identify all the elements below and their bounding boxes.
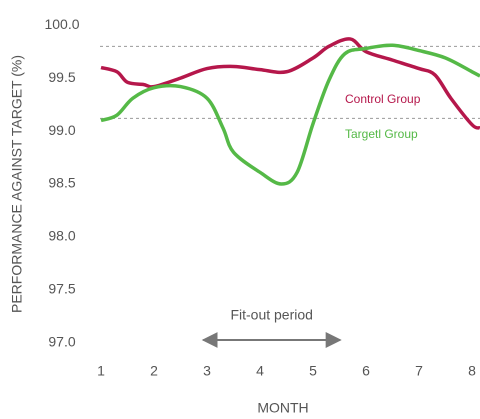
y-tick-label: 98.0 xyxy=(48,228,75,244)
x-tick-label: 6 xyxy=(362,363,370,379)
y-tick-label: 100.0 xyxy=(44,16,79,32)
y-axis-label: PERFORMANCE AGAINST TARGET (%) xyxy=(9,55,25,313)
x-tick-label: 2 xyxy=(150,363,158,379)
y-tick-label: 98.5 xyxy=(48,175,75,191)
series-line xyxy=(100,37,480,130)
x-tick-label: 5 xyxy=(309,363,317,379)
legend-label: Targetl Group xyxy=(345,127,418,141)
x-tick-label: 4 xyxy=(256,363,264,379)
x-tick-label: 7 xyxy=(415,363,423,379)
y-tick-label: 99.0 xyxy=(48,122,75,138)
y-tick-label: 99.5 xyxy=(48,69,75,85)
x-tick-label: 1 xyxy=(97,363,105,379)
x-tick-label: 8 xyxy=(468,363,476,379)
legend-label: Control Group xyxy=(345,92,421,106)
y-tick-label: 97.5 xyxy=(48,281,75,297)
series-line xyxy=(100,43,480,186)
x-axis-label: MONTH xyxy=(257,400,308,416)
annotation-text: Fit-out period xyxy=(230,307,312,323)
x-tick-label: 3 xyxy=(203,363,211,379)
y-tick-label: 97.0 xyxy=(48,334,75,350)
